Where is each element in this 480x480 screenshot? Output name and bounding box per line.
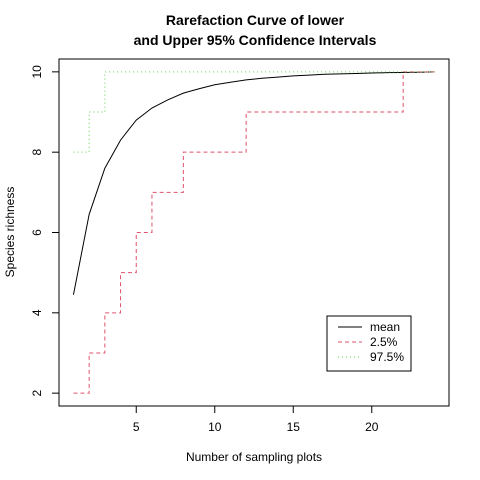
chart-title-line-2: and Upper 95% Confidence Intervals bbox=[134, 32, 377, 48]
x-tick-label: 15 bbox=[287, 420, 301, 434]
series-line-2 bbox=[73, 71, 435, 153]
series-line-1 bbox=[73, 71, 435, 394]
y-tick-label: 4 bbox=[30, 309, 44, 316]
x-tick-label: 20 bbox=[365, 420, 379, 434]
chart-title-line-1: Rarefaction Curve of lower bbox=[166, 12, 345, 28]
series-layer bbox=[72, 71, 435, 394]
y-tick-label: 2 bbox=[30, 389, 44, 396]
x-tick-label: 10 bbox=[208, 420, 222, 434]
series-line-0 bbox=[72, 71, 435, 295]
legend-box bbox=[326, 315, 412, 372]
y-axis: 2 4 6 8 10 bbox=[30, 65, 59, 396]
y-tick-label: 10 bbox=[30, 65, 44, 79]
y-tick-label: 8 bbox=[30, 149, 44, 156]
x-axis: 5 10 15 20 bbox=[133, 406, 379, 434]
x-tick-label: 5 bbox=[133, 420, 140, 434]
legend: mean 2.5% 97.5% bbox=[326, 315, 412, 372]
legend-label-97-5: 97.5% bbox=[370, 350, 404, 364]
x-axis-label: Number of sampling plots bbox=[186, 450, 322, 464]
legend-label-2-5: 2.5% bbox=[370, 335, 398, 349]
y-axis-label: Species richness bbox=[3, 187, 17, 278]
y-tick-label: 6 bbox=[30, 229, 44, 236]
legend-label-mean: mean bbox=[370, 320, 400, 334]
